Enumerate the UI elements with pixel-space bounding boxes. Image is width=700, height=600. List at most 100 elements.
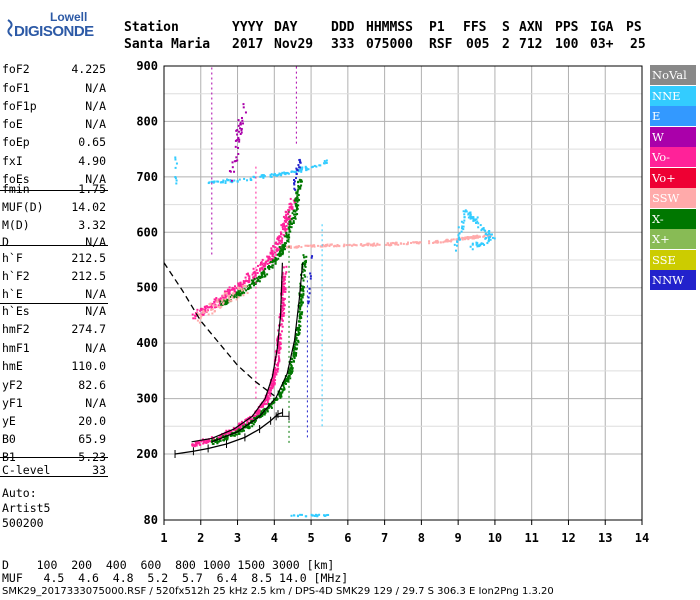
trace-point xyxy=(283,278,286,281)
trace-point xyxy=(194,317,197,320)
trace-point xyxy=(293,178,296,181)
trace-point xyxy=(285,216,288,219)
trace-point xyxy=(338,244,341,247)
param-name: MUF(D) xyxy=(2,200,44,214)
legend-item-xplus: X+ xyxy=(650,229,696,249)
trace-point xyxy=(266,255,269,258)
param-value: N/A xyxy=(85,81,106,95)
trace-point xyxy=(325,514,328,517)
trace-point xyxy=(211,304,214,307)
trace-point xyxy=(266,397,269,400)
trace-point xyxy=(399,242,402,245)
trace-point xyxy=(295,192,298,195)
trace-point xyxy=(201,313,204,316)
trace-point xyxy=(461,238,464,241)
trace-point xyxy=(262,176,265,179)
x-tick-label: 5 xyxy=(307,531,314,545)
trace-point xyxy=(293,514,296,517)
trace-point xyxy=(275,248,278,251)
trace-point xyxy=(259,175,262,178)
trace-point xyxy=(206,309,209,312)
trace-point xyxy=(222,294,225,297)
param-value: 212.5 xyxy=(71,251,106,265)
trace-point xyxy=(266,395,269,398)
x-tick-label: 8 xyxy=(418,531,425,545)
trace-point xyxy=(239,132,242,135)
trace-point xyxy=(236,426,239,429)
trace-point xyxy=(227,296,230,299)
trace-point xyxy=(415,241,418,244)
trace-point xyxy=(286,380,289,383)
trace-point xyxy=(245,289,248,292)
trace-point xyxy=(282,279,285,282)
trace-point xyxy=(223,433,226,436)
trace-point xyxy=(230,288,233,291)
hdr-label: FFS xyxy=(463,20,487,35)
trace-point xyxy=(237,119,240,122)
trace-point xyxy=(239,283,242,286)
trace-point xyxy=(271,249,274,252)
trace-point xyxy=(281,171,284,174)
trace-point xyxy=(202,442,205,445)
trace-point xyxy=(281,391,284,394)
trace-point xyxy=(280,224,283,227)
trace-point xyxy=(211,442,214,445)
trace-point xyxy=(276,369,279,372)
trace-point xyxy=(290,357,293,360)
trace-point xyxy=(282,389,285,392)
trace-point xyxy=(240,430,243,433)
trace-point xyxy=(303,264,306,267)
trace-point xyxy=(297,188,300,191)
trace-point xyxy=(242,281,245,284)
trace-point xyxy=(462,210,465,213)
trace-point xyxy=(290,514,293,517)
trace-point xyxy=(297,184,300,187)
trace-point xyxy=(207,440,210,443)
trace-point xyxy=(445,239,448,242)
trace-point xyxy=(293,187,296,190)
trace-point xyxy=(287,218,290,221)
trace-point xyxy=(280,239,283,242)
divider xyxy=(0,457,108,458)
trace-point xyxy=(276,350,279,353)
trace-point xyxy=(297,334,300,337)
trace-point xyxy=(276,364,279,367)
trace-point xyxy=(321,243,324,246)
trace-point xyxy=(286,222,289,225)
trace-point xyxy=(469,217,472,220)
trace-point xyxy=(211,305,214,308)
trace-point xyxy=(284,217,287,220)
trace-point xyxy=(271,253,274,256)
trace-point xyxy=(292,199,295,202)
trace-point xyxy=(263,400,266,403)
trace-point xyxy=(267,402,270,405)
trace-point xyxy=(282,215,285,218)
trace-point xyxy=(219,300,222,303)
trace-point xyxy=(292,347,295,350)
trace-point xyxy=(309,244,312,247)
trace-point xyxy=(300,168,303,171)
trace-point xyxy=(270,384,273,387)
trace-point xyxy=(297,170,300,173)
trace-point xyxy=(477,226,480,229)
trace-point xyxy=(407,241,410,244)
hdr-value: 005 xyxy=(466,37,490,52)
trace-point xyxy=(242,106,245,109)
trace-point xyxy=(474,236,477,239)
trace-point xyxy=(281,252,284,255)
trace-point xyxy=(295,197,298,200)
trace-point xyxy=(222,301,225,304)
trace-point xyxy=(264,274,267,277)
trace-point xyxy=(240,131,243,134)
trace-point xyxy=(376,243,379,246)
trace-point xyxy=(476,234,479,237)
y-tick-label: 300 xyxy=(136,392,158,406)
trace-point xyxy=(269,394,272,397)
trace-point xyxy=(493,237,496,240)
trace-point xyxy=(433,241,436,244)
trace-point xyxy=(260,410,263,413)
trace-point xyxy=(216,442,219,445)
trace-point xyxy=(263,275,266,278)
trace-point xyxy=(207,313,210,316)
trace-point xyxy=(238,178,241,181)
